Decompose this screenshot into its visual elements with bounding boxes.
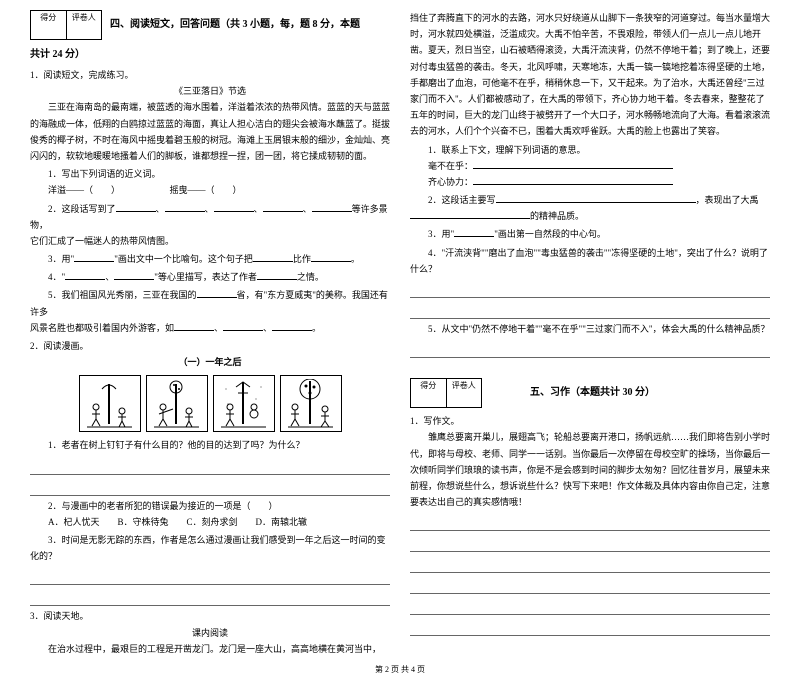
answer-line [30,570,390,585]
r5: 5．从文中"仍然不停地干着""毫不在乎""三过家门而不入"，体会大禹的什么精神品… [410,321,770,337]
q1-4a: 4．" [48,272,65,282]
q1-3b: "画出文中一个比喻句。这个句子把 [114,254,253,264]
section-4-title-cont: 共计 24 分） [30,46,390,64]
q3-paragraph: 在治水过程中，最艰巨的工程是开凿龙门。龙门是一座大山，高高地横在黄河当中， [30,641,390,657]
r1b-row: 齐心协力： [410,174,770,190]
q1-5c-row: 风景名胜也都吸引着国内外游客，如、、。 [30,320,390,336]
q1-3a: 3．用" [48,254,74,264]
answer-line [30,591,390,606]
s5-q1: 1．写作文。 [410,413,770,429]
r1a-row: 毫不在乎： [410,158,770,174]
q1-1: 1．写出下列词语的近义词。 [30,166,390,182]
q2-title: （一）一年之后 [30,354,390,370]
q1-5c: 风景名胜也都吸引着国内外游客，如 [30,323,174,333]
q1-paragraph: 三亚在海南岛的最南端，被蓝透的海水围着，洋溢着浓浓的热带风情。蓝蓝的天与蓝蓝的海… [30,99,390,164]
r1b: 齐心协力： [428,177,473,187]
r3-row: 3．用" "画出第一自然段的中心句。 [410,226,770,242]
writing-line [410,516,770,531]
q2-2: 2．与漫画中的老者所犯的错误最为接近的一项是（ ） [30,498,390,514]
r2: 2．这段话主要写 [428,195,496,205]
q1-2b: 它们汇成了一幅迷人的热带风情图。 [30,233,390,249]
q3: 3．阅读天地。 [30,608,390,624]
left-column: 得分 评卷人 四、阅读短文，回答问题（共 3 小题，每，题 8 分，本题 共计 … [30,10,390,657]
answer-line [30,460,390,475]
grader-label: 评卷人 [67,11,102,39]
q1-subtitle: 《三亚落日》节选 [30,83,390,99]
comic-panel-2 [146,375,208,432]
writing-line [410,621,770,636]
q1-4b: "等心里描写，表达了作者 [154,272,257,282]
section-5-title: 五、习作（本题共计 30 分） [530,384,655,402]
section-4-title: 四、阅读短文，回答问题（共 3 小题，每，题 8 分，本题 [110,16,360,34]
r3: 3．用" [428,229,454,239]
q1: 1．阅读短文，完成练习。 [30,67,390,83]
writing-line [410,600,770,615]
answer-line [410,304,770,319]
q1-4c: 之情。 [297,272,324,282]
score-label-2: 得分 [411,379,447,407]
r1a: 毫不在乎： [428,161,473,171]
q1-5a: 5．我们祖国风光秀丽，三亚在我国的 [48,290,197,300]
s5-paragraph: 雏鹰总要离开巢儿，展翅高飞；轮船总要离开港口，扬帆远航……我们即将告别小学时代，… [410,429,770,510]
score-label: 得分 [31,11,67,39]
right-column: 挡住了奔腾直下的河水的去路，河水只好绕道从山脚下一条狭窄的河道穿过。每当水量增大… [410,10,770,657]
q1-4: 4．"、"等心里描写，表达了作者之情。 [30,269,390,285]
page-footer: 第 2 页 共 4 页 [0,664,800,675]
q1-5: 5．我们祖国风光秀丽，三亚在我国的省，有"东方夏威夷"的美称。我国还有许多 [30,287,390,319]
r2-row: 2．这段话主要写 ，表现出了大禹 [410,192,770,208]
q1-3c: 比作 [293,254,311,264]
q1-2: 2．这段话写到了、、、、等许多景物， [30,201,390,233]
q2-3: 3．时间是无影无踪的东西，作者是怎么通过漫画让我们感受到一年之后这一时间的变化的… [30,532,390,564]
r2c-row: 的精神品质。 [410,208,770,224]
answer-line [410,283,770,298]
writing-line [410,579,770,594]
r4: 4．"汗流浃背""磨出了血泡""毒虫猛兽的袭击""冻得坚硬的土地"，突出了什么？… [410,245,770,277]
answer-line [30,481,390,496]
right-paragraph: 挡住了奔腾直下的河水的去路，河水只好绕道从山脚下一条狭窄的河道穿过。每当水量增大… [410,10,770,140]
score-box-2: 得分 评卷人 [410,378,482,408]
q2-2-options: A．杞人忧天 B．守株待兔 C．刻舟求剑 D．南辕北辙 [30,514,390,530]
r2b: ，表现出了大禹 [696,195,759,205]
grader-label-2: 评卷人 [447,379,482,407]
q2-1: 1．老者在树上钉钉子有什么目的？他的目的达到了吗？为什么？ [30,437,390,453]
score-box: 得分 评卷人 [30,10,102,40]
r3b: "画出第一自然段的中心句。 [494,229,606,239]
writing-line [410,558,770,573]
q1-1b-label: 摇曳——（ [170,185,215,195]
q2: 2．阅读漫画。 [30,338,390,354]
comic-panel-4 [280,375,342,432]
q3-subtitle: 课内阅读 [30,625,390,641]
q1-2-text: 2．这段话写到了 [48,204,116,214]
answer-line [410,343,770,358]
comic-panel-1 [79,375,141,432]
comic-images [30,375,390,432]
r1: 1．联系上下文，理解下列词语的意思。 [410,142,770,158]
q1-1-blanks: 洋溢——（ ） 摇曳——（ ） [30,182,390,198]
q1-1a-label: 洋溢——（ [48,185,93,195]
writing-line [410,537,770,552]
comic-panel-3 [213,375,275,432]
q1-3: 3．用""画出文中一个比喻句。这个句子把比作。 [30,251,390,267]
r2c: 的精神品质。 [530,211,584,221]
